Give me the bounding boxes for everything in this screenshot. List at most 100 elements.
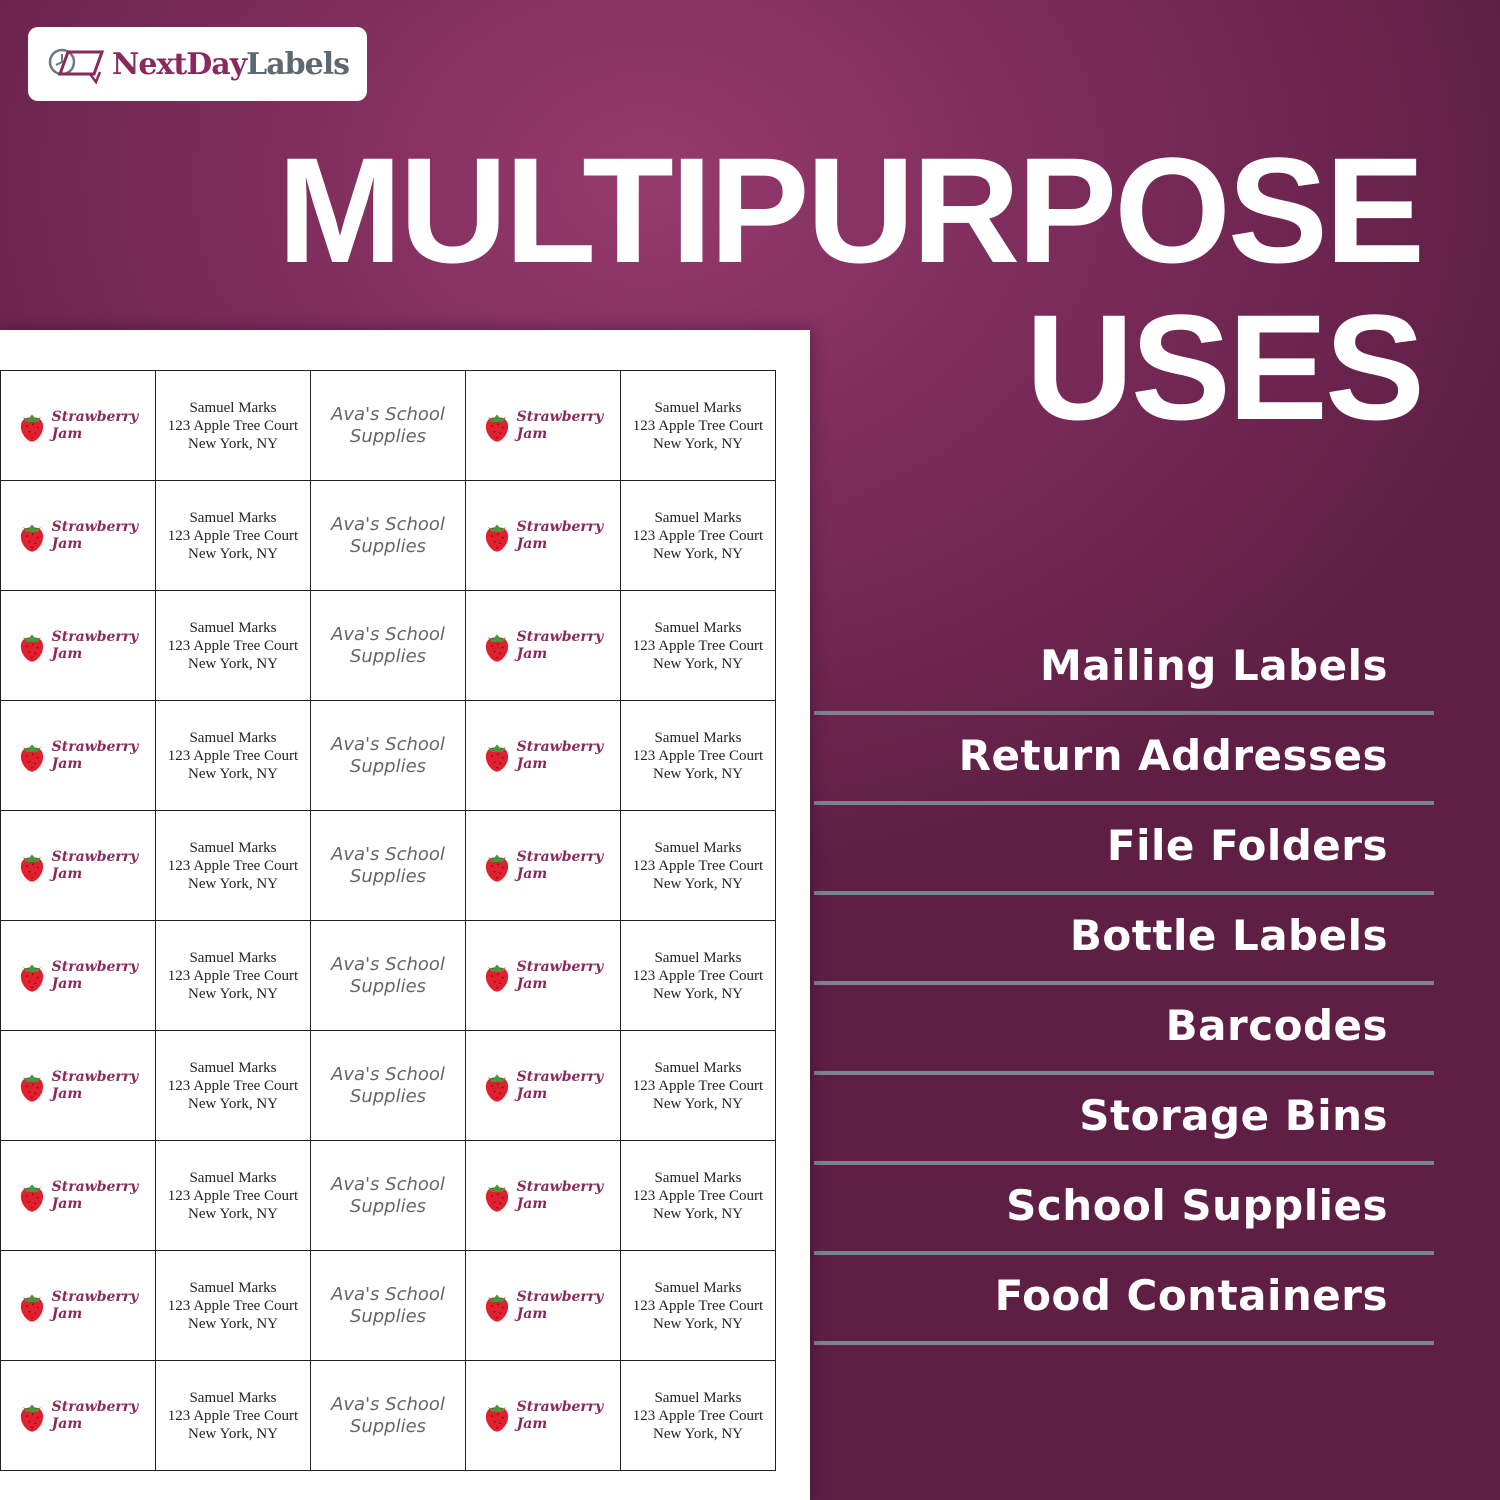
jam-line1: Strawberry bbox=[516, 1398, 604, 1415]
school-supplies-label: Ava's School Supplies bbox=[311, 1251, 466, 1361]
address-street: 123 Apple Tree Court bbox=[632, 637, 764, 654]
address-street: 123 Apple Tree Court bbox=[632, 417, 764, 434]
strawberry-icon bbox=[485, 1073, 508, 1102]
address-city: New York, NY bbox=[187, 985, 278, 1002]
address-city: New York, NY bbox=[187, 1425, 278, 1442]
divider-line bbox=[814, 1161, 1434, 1165]
jam-label: Strawberry Jam bbox=[466, 1141, 621, 1251]
address-city: New York, NY bbox=[652, 875, 743, 892]
label-grid: Strawberry Jam Samuel Marks 123 Apple Tree … bbox=[0, 370, 776, 1471]
address-name: Samuel Marks bbox=[189, 619, 277, 636]
address-name: Samuel Marks bbox=[654, 1169, 742, 1186]
jam-line1: Strawberry bbox=[516, 1068, 604, 1085]
address-name: Samuel Marks bbox=[189, 1059, 277, 1076]
jam-line2: Jam bbox=[516, 1305, 548, 1322]
school-line1: Ava's School bbox=[331, 403, 445, 425]
jam-line1: Strawberry bbox=[516, 518, 604, 535]
jam-label: Strawberry Jam bbox=[466, 1031, 621, 1141]
address-name: Samuel Marks bbox=[654, 1059, 742, 1076]
school-supplies-label: Ava's School Supplies bbox=[311, 371, 466, 481]
jam-line2: Jam bbox=[516, 1085, 548, 1102]
address-city: New York, NY bbox=[652, 1205, 743, 1222]
address-name: Samuel Marks bbox=[654, 1279, 742, 1296]
jam-label: Strawberry Jam bbox=[1, 371, 156, 481]
use-label: Return Addresses bbox=[958, 731, 1388, 780]
address-label: Samuel Marks 123 Apple Tree Court New York… bbox=[156, 1361, 311, 1471]
address-label: Samuel Marks 123 Apple Tree Court New York… bbox=[156, 921, 311, 1031]
jam-label: Strawberry Jam bbox=[1, 921, 156, 1031]
jam-label: Strawberry Jam bbox=[466, 1251, 621, 1361]
jam-line1: Strawberry bbox=[516, 1288, 604, 1305]
jam-line1: Strawberry bbox=[51, 738, 139, 755]
address-street: 123 Apple Tree Court bbox=[632, 1077, 764, 1094]
jam-label: Strawberry Jam bbox=[1, 481, 156, 591]
school-supplies-label: Ava's School Supplies bbox=[311, 811, 466, 921]
jam-line2: Jam bbox=[51, 1415, 83, 1432]
address-name: Samuel Marks bbox=[189, 1279, 277, 1296]
use-label: School Supplies bbox=[1006, 1181, 1388, 1230]
jam-label: Strawberry Jam bbox=[1, 1251, 156, 1361]
address-city: New York, NY bbox=[652, 545, 743, 562]
jam-line2: Jam bbox=[51, 1305, 83, 1322]
jam-label: Strawberry Jam bbox=[1, 1141, 156, 1251]
jam-line1: Strawberry bbox=[516, 738, 604, 755]
address-city: New York, NY bbox=[187, 435, 278, 452]
address-city: New York, NY bbox=[187, 765, 278, 782]
jam-label: Strawberry Jam bbox=[466, 371, 621, 481]
use-label: File Folders bbox=[1106, 821, 1388, 870]
address-street: 123 Apple Tree Court bbox=[167, 1187, 299, 1204]
address-name: Samuel Marks bbox=[189, 1169, 277, 1186]
school-supplies-label: Ava's School Supplies bbox=[311, 1141, 466, 1251]
school-supplies-label: Ava's School Supplies bbox=[311, 921, 466, 1031]
jam-line1: Strawberry bbox=[51, 518, 139, 535]
use-item: Storage Bins bbox=[814, 1075, 1434, 1165]
jam-line1: Strawberry bbox=[516, 408, 604, 425]
address-label: Samuel Marks 123 Apple Tree Court New York… bbox=[621, 811, 776, 921]
divider-line bbox=[814, 1341, 1434, 1345]
use-label: Storage Bins bbox=[1079, 1091, 1388, 1140]
jam-line1: Strawberry bbox=[51, 408, 139, 425]
address-label: Samuel Marks 123 Apple Tree Court New York… bbox=[156, 591, 311, 701]
school-line2: Supplies bbox=[349, 865, 427, 887]
jam-line1: Strawberry bbox=[51, 1398, 139, 1415]
use-item: School Supplies bbox=[814, 1165, 1434, 1255]
strawberry-icon bbox=[485, 1293, 508, 1322]
school-supplies-label: Ava's School Supplies bbox=[311, 591, 466, 701]
school-supplies-label: Ava's School Supplies bbox=[311, 701, 466, 811]
jam-line2: Jam bbox=[516, 645, 548, 662]
logo-clock-page-icon bbox=[48, 48, 105, 84]
jam-label: Strawberry Jam bbox=[1, 591, 156, 701]
address-city: New York, NY bbox=[652, 435, 743, 452]
jam-line2: Jam bbox=[516, 535, 548, 552]
address-street: 123 Apple Tree Court bbox=[167, 1407, 299, 1424]
school-line2: Supplies bbox=[349, 975, 427, 997]
address-city: New York, NY bbox=[187, 875, 278, 892]
jam-line2: Jam bbox=[51, 535, 83, 552]
use-item: Return Addresses bbox=[814, 715, 1434, 805]
jam-label: Strawberry Jam bbox=[1, 1031, 156, 1141]
address-name: Samuel Marks bbox=[189, 509, 277, 526]
address-street: 123 Apple Tree Court bbox=[632, 1297, 764, 1314]
school-line2: Supplies bbox=[349, 425, 427, 447]
strawberry-icon bbox=[485, 963, 508, 992]
address-street: 123 Apple Tree Court bbox=[167, 967, 299, 984]
jam-label: Strawberry Jam bbox=[1, 811, 156, 921]
divider-line bbox=[814, 891, 1434, 895]
address-name: Samuel Marks bbox=[189, 399, 277, 416]
jam-line1: Strawberry bbox=[516, 958, 604, 975]
jam-line2: Jam bbox=[516, 975, 548, 992]
strawberry-icon bbox=[485, 413, 508, 442]
strawberry-icon bbox=[485, 1403, 508, 1432]
address-label: Samuel Marks 123 Apple Tree Court New York… bbox=[621, 591, 776, 701]
strawberry-icon bbox=[20, 853, 43, 882]
jam-label: Strawberry Jam bbox=[466, 591, 621, 701]
headline-line2: USES bbox=[1025, 283, 1425, 451]
school-line1: Ava's School bbox=[331, 953, 445, 975]
address-street: 123 Apple Tree Court bbox=[632, 1187, 764, 1204]
use-item: File Folders bbox=[814, 805, 1434, 895]
jam-line1: Strawberry bbox=[51, 628, 139, 645]
strawberry-icon bbox=[20, 743, 43, 772]
school-line2: Supplies bbox=[349, 1305, 427, 1327]
school-supplies-label: Ava's School Supplies bbox=[311, 481, 466, 591]
address-street: 123 Apple Tree Court bbox=[632, 857, 764, 874]
